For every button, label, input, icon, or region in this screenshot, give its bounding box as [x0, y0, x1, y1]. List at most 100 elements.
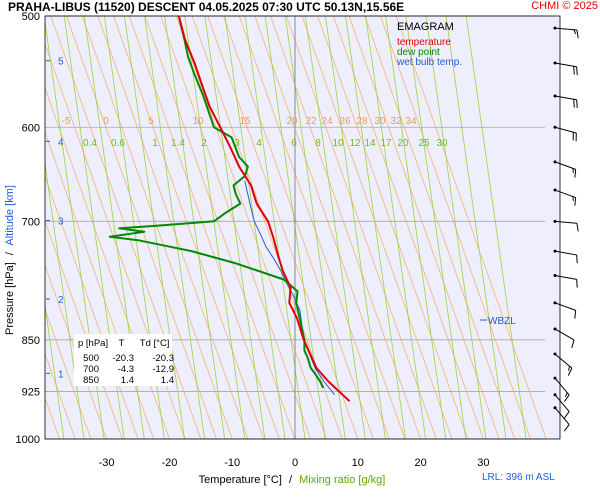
- altitude-label: 4: [58, 137, 64, 148]
- wind-barb: [553, 376, 570, 402]
- altitude-label: 2: [58, 295, 64, 306]
- wind-barb-station: [553, 125, 557, 129]
- mixing-ratio-label: 12: [349, 138, 361, 149]
- wind-barb-feather: [563, 424, 570, 432]
- wind-barb-station: [553, 327, 557, 331]
- isotherm-label: 24: [321, 116, 333, 127]
- table-cell: 1.4: [121, 375, 134, 386]
- wind-barb-feather: [574, 310, 577, 319]
- x-tick-label: -10: [224, 457, 240, 469]
- data-table: p [hPa] T Td [°C] 500 -20.3 -20.3 700 -4…: [78, 338, 174, 386]
- x-tick-label: 30: [477, 457, 489, 469]
- wind-barb-staff: [554, 27, 577, 31]
- table-cell: -20.3: [112, 353, 134, 364]
- ylabel-pressure: Pressure [hPa]: [4, 262, 16, 335]
- isotherm-label: 28: [356, 116, 368, 127]
- mixing-ratio-line: [45, 302, 65, 439]
- isotherm-line: [81, 16, 233, 439]
- mixing-ratio-line: [345, 16, 406, 439]
- wind-barb-feather: [571, 339, 575, 349]
- isotherm-label: -5: [62, 116, 71, 127]
- wind-barb-feather: [574, 197, 577, 206]
- table-cell: -4.3: [118, 364, 134, 375]
- wind-barb-staff: [554, 95, 577, 101]
- wind-barb: [553, 26, 579, 39]
- isotherm-label: 32: [390, 116, 402, 127]
- wind-barb-feather: [573, 29, 577, 35]
- isotherm-line: [395, 16, 547, 439]
- isotherm-label: 30: [374, 116, 386, 127]
- mixing-ratio-label: 17: [380, 138, 392, 149]
- table-cell: 500: [83, 353, 99, 364]
- wind-barb: [553, 249, 578, 264]
- wind-barb-feather: [572, 196, 574, 202]
- mixing-ratio-line: [224, 16, 286, 439]
- wind-barb-staff: [554, 189, 576, 199]
- mixing-ratio-label: 1.4: [171, 138, 185, 149]
- isotherm-label: 26: [339, 116, 351, 127]
- y-tick-label: 1000: [16, 434, 40, 446]
- wind-barb-staff: [554, 62, 577, 68]
- wind-barb-feather: [576, 254, 578, 264]
- wind-barb-station: [553, 94, 557, 98]
- legend-temperature: temperature: [397, 37, 451, 48]
- x-tick-label: 0: [292, 457, 298, 469]
- mixing-ratio-label: 20: [397, 138, 409, 149]
- isotherm-line: [380, 16, 531, 439]
- wind-barb-feather: [563, 411, 570, 419]
- wind-barb-staff: [554, 407, 570, 425]
- mixing-ratio-line: [445, 16, 507, 439]
- isotherm-line: [144, 16, 296, 439]
- wind-barb-staff: [554, 302, 576, 311]
- wind-barb-feather: [573, 99, 575, 108]
- y-axis-title: Pressure [hPa] / Altitude [km]: [4, 185, 16, 335]
- isotherm-line: [254, 16, 406, 439]
- table-cell: 700: [83, 364, 99, 375]
- lrl-label: LRL: 396 m ASL: [482, 472, 555, 483]
- chart-title: PRAHA-LIBUS (11520) DESCENT 04.05.2025 0…: [8, 0, 405, 14]
- wind-barb: [553, 352, 573, 376]
- mixing-ratio-label: 0.6: [111, 138, 125, 149]
- dewpoint-line: [108, 16, 325, 389]
- wind-barb: [553, 61, 578, 76]
- xlabel-temp: Temperature [°C]: [199, 474, 282, 486]
- wind-barb-staff: [554, 161, 576, 170]
- wind-barb-staff: [554, 250, 577, 256]
- isotherm-line: [364, 16, 516, 439]
- mixing-ratio-line: [204, 16, 266, 439]
- isotherm-label: 10: [192, 116, 204, 127]
- legend-dewpoint: dew point: [397, 47, 440, 58]
- isotherm-label: 22: [305, 116, 317, 127]
- isotherm-line: [348, 16, 500, 439]
- wind-barb: [553, 393, 570, 419]
- mixing-ratio-label: 8: [315, 138, 321, 149]
- wind-barb-station: [553, 26, 557, 30]
- wind-barb-station: [553, 160, 557, 164]
- xlabel-sep: /: [289, 474, 293, 486]
- mixing-ratio-line: [365, 16, 427, 439]
- mixing-ratio-line: [164, 16, 226, 439]
- mixing-ratio-line: [405, 16, 467, 439]
- isotherm-label: 0: [103, 116, 109, 127]
- wind-barb-station: [553, 61, 557, 65]
- wind-barb-feather: [573, 66, 575, 75]
- isotherm-label: 34: [405, 116, 417, 127]
- wind-barb-staff: [554, 377, 570, 396]
- wind-barb: [553, 94, 578, 109]
- wind-barb-feather: [576, 279, 578, 288]
- wind-barb-staff: [554, 328, 575, 341]
- wind-barb-feather: [576, 29, 579, 39]
- wind-barb-staff: [554, 394, 570, 412]
- wind-barb-station: [553, 406, 557, 410]
- legend-title: EMAGRAM: [397, 21, 454, 33]
- wind-barb: [553, 274, 578, 288]
- wind-barb-feather: [568, 366, 571, 371]
- isotherm-line: [113, 16, 264, 439]
- mixing-ratio-line: [124, 16, 185, 439]
- mixing-ratio-label: 25: [418, 138, 430, 149]
- mixing-ratio-line: [144, 16, 205, 439]
- wind-barb-staff: [554, 126, 577, 134]
- wind-barb: [553, 219, 579, 232]
- wind-barb-station: [553, 219, 557, 223]
- table-cell: -12.9: [152, 364, 174, 375]
